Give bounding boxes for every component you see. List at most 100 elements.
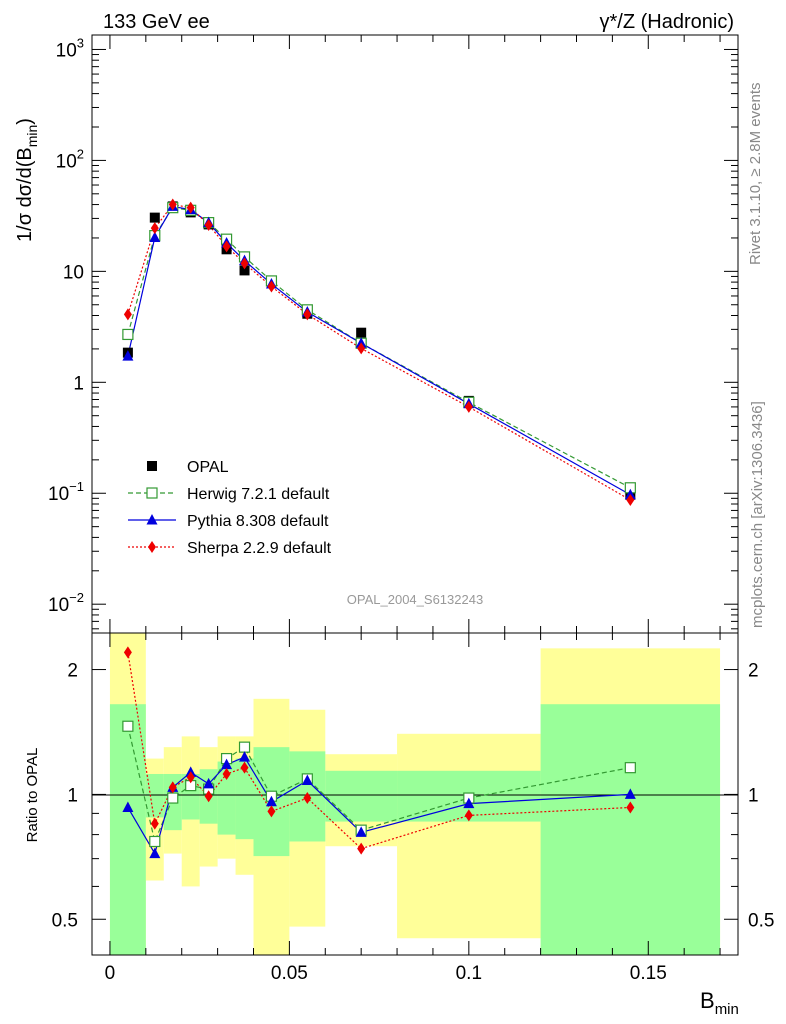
rivet-version-label: Rivet 3.1.10, ≥ 2.8M events — [747, 83, 764, 266]
main-y-axis-label: 1/σ dσ/d(Bmin) — [14, 118, 40, 242]
legend-pythia-marker — [146, 514, 158, 525]
ratio-pythia-point — [624, 788, 636, 799]
ratio-band-inner — [145, 773, 164, 818]
sherpa-point — [240, 257, 249, 270]
legend-opal-marker — [147, 461, 157, 471]
ratio-y-tick-label-left: 0.5 — [52, 910, 78, 931]
sherpa-point — [626, 493, 635, 506]
sherpa-point — [303, 308, 312, 321]
x-axis-label: Bmin — [700, 988, 739, 1018]
main-y-tick-label: 10 — [63, 262, 84, 283]
ratio-y-tick-label-right: 1 — [748, 785, 759, 806]
x-tick-labels: 0 0.05 0.1 0.15 — [105, 963, 667, 984]
main-y-tick-label: 10−2 — [48, 590, 84, 616]
main-y-axis-label-close: ) — [14, 118, 36, 125]
herwig-line — [127, 207, 631, 489]
ratio-band-outer — [397, 733, 541, 939]
pythia-point — [122, 350, 134, 361]
main-y-tick-label: 102 — [56, 146, 84, 172]
ratio-y-tick-label-right: 2 — [748, 661, 759, 682]
main-y-tick-label-base: 10 — [56, 40, 77, 61]
ratio-band-inner — [109, 704, 146, 955]
ratio-axis-ticks — [92, 633, 738, 955]
ratio-herwig-point — [624, 762, 636, 774]
opal-point — [239, 265, 250, 276]
x-tick-label: 0 — [105, 963, 116, 984]
main-y-tick-label-exp: −1 — [69, 479, 84, 494]
ratio-pythia-point — [149, 847, 161, 859]
ratio-sherpa-point — [222, 767, 231, 780]
analysis-watermark: OPAL_2004_S6132243 — [347, 592, 483, 607]
legend-herwig-label: Herwig 7.2.1 default — [187, 486, 330, 503]
main-axis-ticks — [92, 35, 738, 633]
ratio-herwig-point — [122, 720, 134, 732]
main-y-tick-label-exp: 3 — [77, 35, 84, 50]
main-y-axis-label-sub: min — [24, 125, 40, 148]
ratio-pythia-point — [122, 801, 134, 812]
x-tick-label: 0.15 — [630, 963, 667, 984]
sherpa-point — [123, 308, 132, 321]
ratio-sherpa-point — [123, 646, 132, 659]
ratio-pythia-point — [203, 777, 215, 789]
ratio-band-inner — [325, 770, 398, 822]
sherpa-point — [150, 222, 159, 235]
main-y-tick-label-base: 10 — [48, 484, 69, 505]
ratio-pythia-point — [463, 797, 475, 809]
sherpa-line — [127, 203, 631, 501]
main-y-tick-label-exp: −2 — [69, 590, 84, 605]
herwig-point — [122, 328, 134, 341]
ratio-pythia-point — [239, 751, 251, 762]
ratio-y-tick-label-left: 2 — [67, 661, 78, 682]
sherpa-point — [464, 400, 473, 413]
ratio-sherpa-point — [186, 771, 195, 784]
ratio-pythia-point — [265, 795, 277, 807]
legend-opal-label: OPAL — [187, 459, 229, 476]
ratio-pythia-point — [221, 758, 233, 770]
header-left-title: 133 GeV ee — [103, 11, 210, 33]
main-y-tick-label: 1 — [73, 373, 84, 394]
ratio-sherpa-point — [150, 817, 159, 830]
ratio-sherpa-point — [626, 801, 635, 814]
legend: OPAL Herwig 7.2.1 default Pythia 8.308 def… — [128, 459, 332, 557]
legend-sherpa-marker — [148, 541, 156, 553]
ratio-herwig-point — [167, 792, 179, 804]
ratio-pythia-point — [355, 826, 367, 837]
sherpa-point — [204, 218, 213, 231]
sherpa-point — [357, 342, 366, 355]
header-right-title: γ*/Z (Hadronic) — [600, 11, 734, 33]
ratio-sherpa-point — [464, 809, 473, 822]
ratio-series — [122, 646, 636, 859]
x-axis-label-sub: min — [715, 1001, 739, 1018]
ratio-y-tick-label-left: 1 — [67, 785, 78, 806]
pythia-point — [149, 231, 161, 242]
ratio-band-inner — [540, 704, 721, 955]
ratio-herwig-line — [127, 726, 631, 844]
pythia-line — [127, 205, 631, 496]
x-tick-label: 0.05 — [271, 963, 308, 984]
x-axis-label-text: B — [700, 988, 715, 1013]
sherpa-point — [168, 198, 177, 211]
ratio-herwig-point — [149, 835, 161, 848]
ratio-panel: 0.5 0.5 1 1 2 2 0 0.05 0.1 0.15 Ratio to OPAL Bm… — [24, 632, 774, 1018]
ratio-sherpa-point — [168, 781, 177, 794]
mcplots-label: mcplots.cern.ch [arXiv:1306.3436] — [749, 401, 766, 628]
ratio-pythia-point — [301, 774, 313, 786]
ratio-herwig-point — [238, 741, 251, 753]
ratio-sherpa-point — [267, 805, 276, 818]
legend-pythia-label: Pythia 8.308 default — [187, 513, 329, 530]
x-tick-label: 0.1 — [456, 963, 482, 984]
main-y-tick-label-exp: 2 — [77, 146, 84, 161]
sherpa-point — [186, 201, 195, 214]
main-series — [122, 198, 636, 506]
main-y-tick-label: 10−1 — [48, 479, 84, 505]
opal-point — [356, 327, 367, 338]
sherpa-point — [222, 240, 231, 253]
ratio-sherpa-point — [204, 790, 213, 803]
legend-herwig-marker — [146, 487, 158, 499]
main-y-axis-label-text: 1/σ dσ/d(B — [14, 147, 36, 242]
main-y-tick-label-base: 10 — [56, 151, 77, 172]
legend-sherpa-label: Sherpa 2.2.9 default — [187, 540, 332, 557]
